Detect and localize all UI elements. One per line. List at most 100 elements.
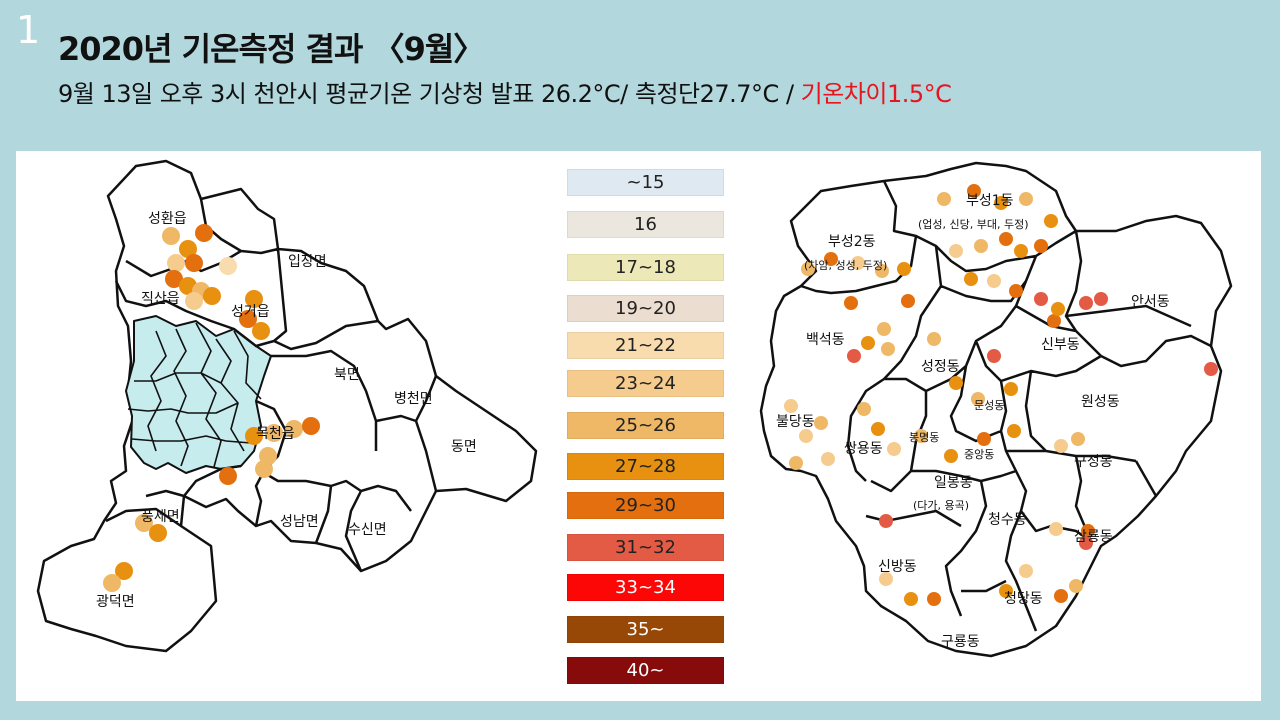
highlight-region	[125, 315, 272, 474]
region-label: 성정동	[921, 359, 960, 375]
temperature-dot	[974, 239, 988, 253]
region-label: 풍세면	[141, 509, 180, 525]
temperature-dot	[949, 376, 963, 390]
temperature-dot	[937, 192, 951, 206]
temperature-dot	[1014, 244, 1028, 258]
west-inner-boundaries	[105, 198, 438, 572]
page-subtitle: 9월 13일 오후 3시 천안시 평균기온 기상청 발표 26.2°C/ 측정단…	[58, 74, 952, 109]
temperature-dot	[1081, 524, 1095, 538]
region-label: 문성동	[974, 399, 1004, 412]
legend-label: 16	[634, 214, 657, 235]
region-label: 안서동	[1131, 294, 1170, 310]
east-temperature-dots	[784, 184, 1218, 606]
region-label: 원성동	[1081, 394, 1120, 410]
temperature-dot	[1019, 564, 1033, 578]
temperature-dot	[179, 240, 197, 258]
legend-item: 23~24	[567, 370, 724, 397]
temperature-dot	[901, 294, 915, 308]
temperature-dot	[897, 262, 911, 276]
temperature-difference-text: 기온차이1.5°C	[800, 80, 952, 108]
region-label: 성남면	[280, 514, 319, 530]
temperature-dot	[1034, 292, 1048, 306]
region-label: 입장면	[288, 254, 327, 270]
temperature-dot	[1071, 432, 1085, 446]
legend-item: ~15	[567, 169, 724, 196]
east-map	[759, 161, 1233, 658]
region-label: 불당동	[776, 414, 815, 430]
temperature-dot	[875, 264, 889, 278]
temperature-dot	[165, 270, 183, 288]
temperature-dot	[977, 432, 991, 446]
temperature-dot	[1054, 589, 1068, 603]
temperature-dot	[255, 460, 273, 478]
temperature-dot	[914, 429, 928, 443]
region-label: 삼룡동	[1074, 529, 1113, 545]
region-sublabel: (업성, 신당, 부대, 두정)	[918, 218, 1029, 231]
temperature-dot	[887, 442, 901, 456]
temperature-dot	[821, 452, 835, 466]
region-label: 일봉동	[934, 475, 973, 491]
temperature-dot	[245, 427, 263, 445]
temperature-dot	[927, 592, 941, 606]
temperature-dot	[302, 417, 320, 435]
temperature-dot	[824, 252, 838, 266]
temperature-dot	[964, 272, 978, 286]
temperature-dot	[1019, 192, 1033, 206]
legend-label: ~15	[626, 172, 665, 193]
content-panel: 성환읍 입장면 직산읍 성거읍 북면 병천면 목천읍 동면 풍세면 성남면 수신…	[16, 151, 1261, 701]
region-label: 성환읍	[148, 211, 187, 227]
temperature-dot	[167, 254, 185, 272]
map-canvas: 성환읍 입장면 직산읍 성거읍 북면 병천면 목천읍 동면 풍세면 성남면 수신…	[36, 159, 1233, 658]
legend-item: 17~18	[567, 254, 724, 281]
region-sublabel: (다가, 용곡)	[913, 499, 969, 512]
temperature-dot	[861, 336, 875, 350]
temperature-dot	[857, 402, 871, 416]
temperature-dot	[219, 467, 237, 485]
temperature-dot	[1204, 362, 1218, 376]
temperature-dot	[949, 244, 963, 258]
region-label: 청당동	[1004, 591, 1043, 607]
west-region-labels: 성환읍 입장면 직산읍 성거읍 북면 병천면 목천읍 동면 풍세면 성남면 수신…	[96, 211, 477, 610]
region-label: 직산읍	[141, 291, 180, 307]
temperature-dot	[1069, 579, 1083, 593]
legend-label: 35~	[626, 619, 665, 640]
legend-label: 33~34	[615, 577, 676, 598]
temperature-dot	[162, 227, 180, 245]
temperature-dot	[1094, 292, 1108, 306]
legend-item: 33~34	[567, 574, 724, 601]
temperature-dot	[844, 296, 858, 310]
region-label: 동면	[451, 439, 477, 455]
temperature-dot	[1034, 239, 1048, 253]
legend-label: 19~20	[615, 298, 676, 319]
legend-label: 27~28	[615, 456, 676, 477]
temperature-dot	[1049, 522, 1063, 536]
temperature-dot	[877, 322, 891, 336]
temperature-dot	[239, 310, 257, 328]
temperature-dot	[1079, 536, 1093, 550]
region-label: 구룡동	[941, 634, 980, 650]
temperature-dot	[115, 562, 133, 580]
legend-item: 25~26	[567, 412, 724, 439]
temperature-dot	[1044, 214, 1058, 228]
temperature-dot	[999, 232, 1013, 246]
temperature-dot	[881, 342, 895, 356]
temperature-dot	[285, 420, 303, 438]
legend-item: 27~28	[567, 453, 724, 480]
region-label: 성거읍	[231, 304, 270, 320]
temperature-dot	[265, 424, 283, 442]
legend-label: 29~30	[615, 495, 676, 516]
temperature-dot	[879, 514, 893, 528]
east-inner-boundaries	[800, 180, 1212, 632]
region-label: 광덕면	[96, 594, 135, 610]
legend-item: 19~20	[567, 295, 724, 322]
region-label: 봉명동	[909, 431, 939, 444]
temperature-dot	[149, 524, 167, 542]
region-label: 부성1동	[966, 193, 1014, 209]
region-label: 북면	[334, 367, 360, 383]
temperature-dot	[245, 290, 263, 308]
legend-item: 31~32	[567, 534, 724, 561]
region-label: 목천읍	[256, 426, 295, 442]
temperature-dot	[219, 257, 237, 275]
temperature-dot	[999, 584, 1013, 598]
region-label: 병천면	[394, 391, 433, 407]
